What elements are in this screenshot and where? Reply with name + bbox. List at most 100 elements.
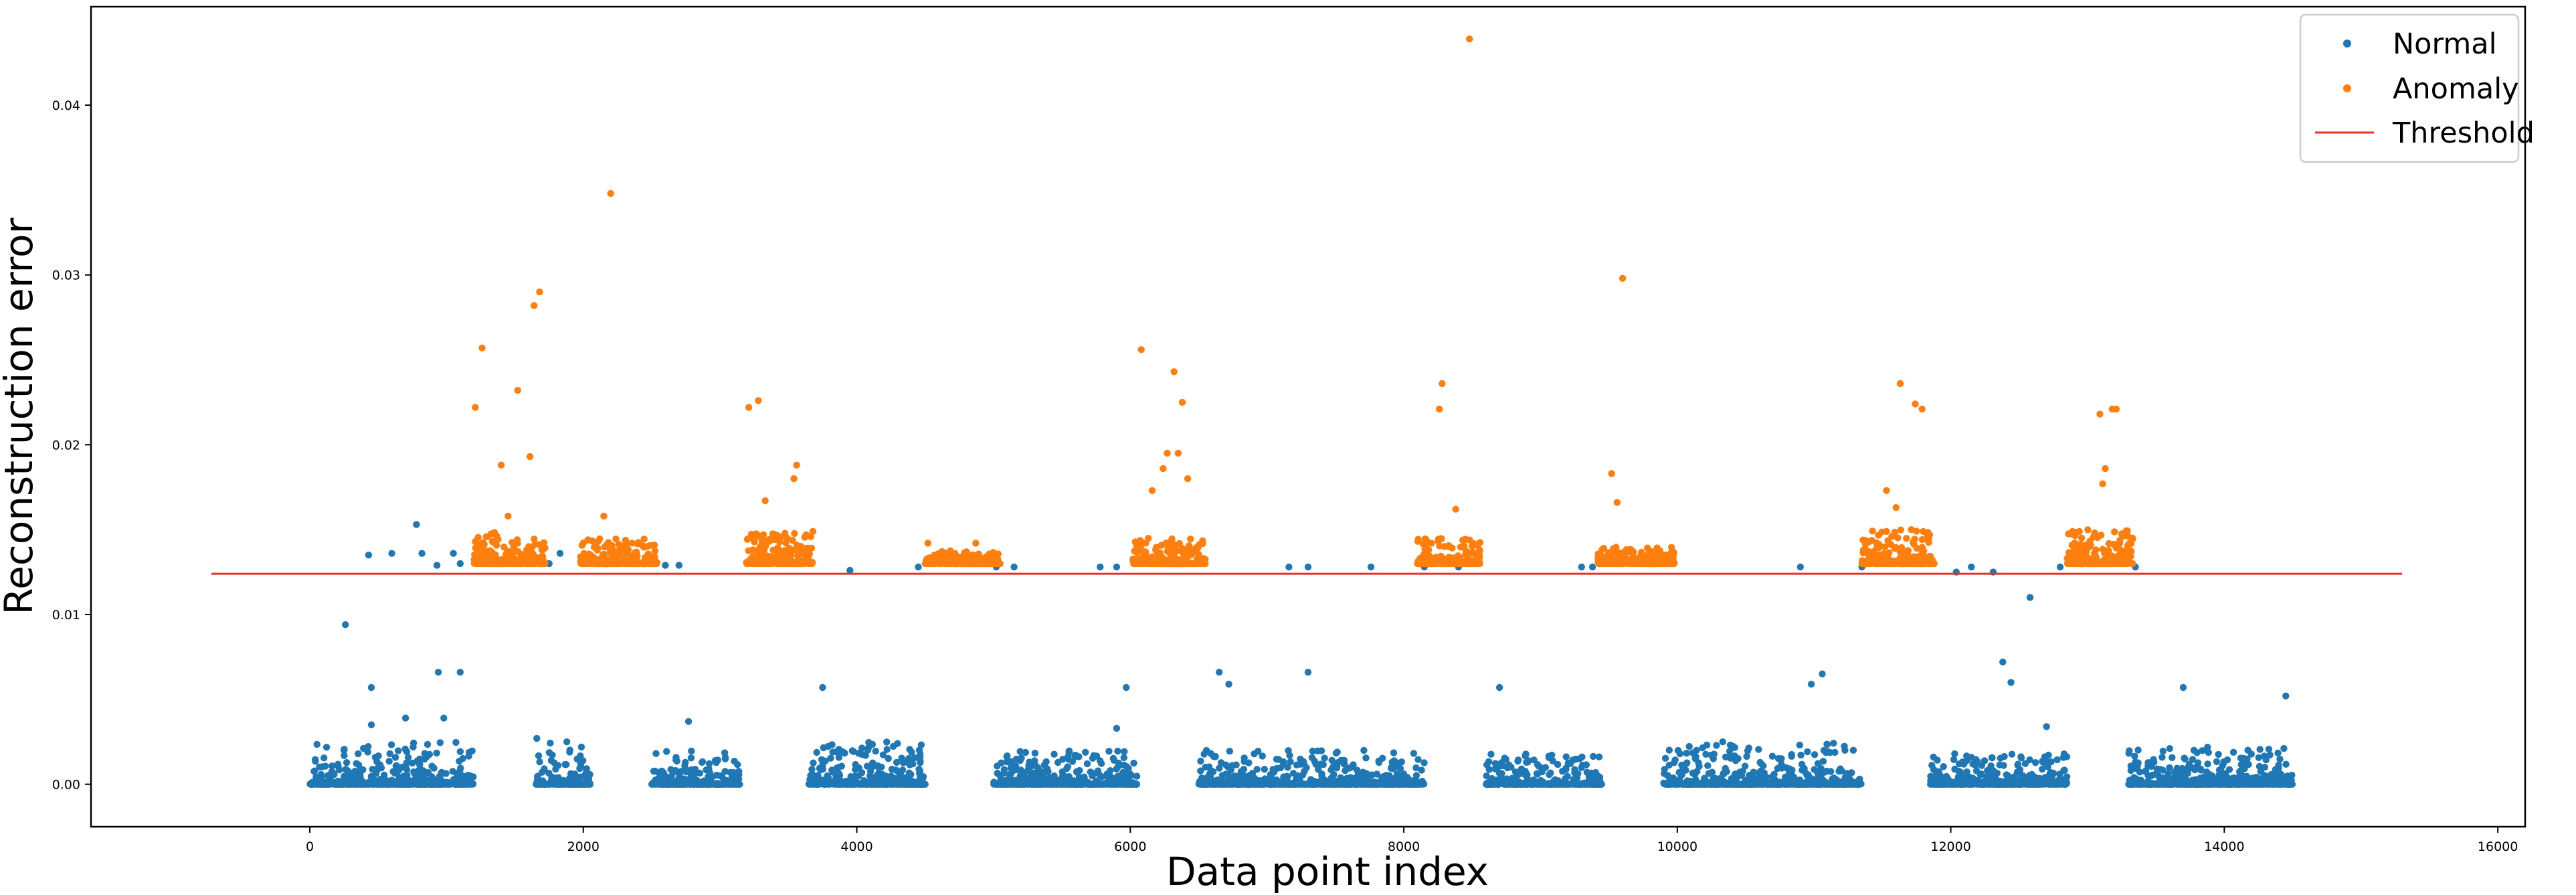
anomaly-point: [515, 548, 522, 556]
normal-point: [1297, 778, 1304, 785]
normal-point: [433, 749, 440, 757]
normal-point: [2043, 761, 2051, 768]
normal-point: [2152, 780, 2160, 788]
normal-point: [1782, 781, 1789, 788]
normal-point: [2204, 760, 2211, 768]
normal-point: [1726, 741, 1734, 749]
normal-point: [570, 777, 577, 785]
normal-point: [2284, 779, 2291, 787]
normal-point: [360, 744, 367, 752]
normal-point: [1730, 781, 1737, 788]
normal-point: [1968, 563, 1975, 571]
normal-point: [1554, 781, 1561, 788]
normal-point: [1203, 781, 1210, 788]
anomaly-point: [525, 543, 533, 550]
normal-point: [1578, 563, 1585, 571]
normal-point: [1713, 742, 1720, 749]
normal-point: [395, 766, 403, 774]
normal-point: [1321, 754, 1328, 762]
normal-point: [2265, 746, 2273, 753]
normal-point: [1077, 781, 1085, 788]
normal-point: [1000, 769, 1008, 777]
normal-point: [1097, 563, 1104, 571]
normal-point: [1699, 744, 1706, 752]
normal-point: [1956, 760, 1963, 768]
normal-point: [1976, 778, 1983, 785]
normal-point: [703, 766, 710, 774]
normal-point: [835, 747, 842, 754]
normal-point: [1315, 766, 1322, 773]
normal-point: [2235, 775, 2242, 783]
normal-point: [684, 718, 693, 726]
normal-point: [1406, 781, 1414, 788]
normal-point: [1661, 754, 1669, 762]
normal-point: [1484, 781, 1492, 788]
normal-point: [1538, 781, 1545, 788]
normal-point: [1811, 766, 1818, 773]
normal-point: [1073, 768, 1081, 775]
normal-point: [663, 748, 670, 755]
normal-point: [1790, 779, 1798, 786]
normal-point: [1554, 760, 1562, 768]
normal-point: [2275, 761, 2282, 769]
normal-point: [566, 748, 573, 756]
normal-point: [656, 769, 664, 777]
normal-point: [552, 765, 559, 773]
normal-point: [1737, 781, 1744, 788]
normal-point: [343, 759, 351, 766]
normal-point: [1113, 563, 1121, 571]
normal-point: [1081, 773, 1088, 781]
normal-point: [1215, 779, 1222, 787]
normal-point: [2134, 746, 2142, 754]
normal-point: [1731, 752, 1738, 760]
normal-point: [908, 748, 915, 756]
normal-point: [1786, 765, 1793, 772]
normal-point: [533, 734, 541, 742]
normal-point: [460, 781, 468, 788]
normal-point: [2030, 773, 2038, 781]
normal-point: [1007, 781, 1015, 788]
normal-point: [1784, 772, 1792, 781]
normal-point: [367, 683, 375, 691]
normal-point: [1999, 658, 2007, 666]
normal-point: [367, 721, 375, 729]
normal-point: [1232, 779, 1240, 787]
normal-point: [1663, 772, 1671, 779]
normal-point: [917, 753, 924, 760]
normal-point: [2037, 781, 2045, 788]
normal-point: [1384, 781, 1391, 788]
normal-point: [1253, 766, 1261, 773]
normal-point: [1988, 754, 1996, 762]
normal-point: [537, 780, 545, 788]
normal-point: [1202, 763, 1210, 771]
normal-point: [2041, 755, 2049, 762]
normal-point: [434, 669, 442, 676]
normal-point: [404, 754, 412, 761]
normal-point: [577, 759, 585, 767]
normal-point: [885, 754, 892, 762]
normal-point: [1802, 781, 1810, 788]
normal-point: [341, 746, 348, 753]
normal-point: [1760, 762, 1767, 770]
normal-point: [1062, 781, 1070, 788]
normal-point: [2013, 768, 2021, 776]
normal-point: [1579, 761, 1586, 769]
normal-point: [1704, 762, 1712, 770]
normal-point: [2223, 779, 2231, 787]
normal-point: [2184, 770, 2191, 777]
normal-point: [571, 770, 579, 778]
normal-point: [1232, 761, 1240, 768]
normal-point: [1487, 750, 1495, 758]
normal-point: [1562, 766, 1570, 773]
normal-point: [705, 760, 713, 768]
normal-point: [1534, 761, 1542, 768]
normal-point: [320, 754, 328, 762]
normal-point: [434, 781, 442, 788]
normal-point: [440, 714, 448, 722]
normal-point: [1225, 680, 1232, 688]
normal-point: [2060, 750, 2068, 758]
normal-point: [450, 550, 457, 557]
normal-point: [2127, 762, 2134, 770]
normal-point: [428, 762, 436, 770]
normal-point: [1308, 754, 1316, 762]
